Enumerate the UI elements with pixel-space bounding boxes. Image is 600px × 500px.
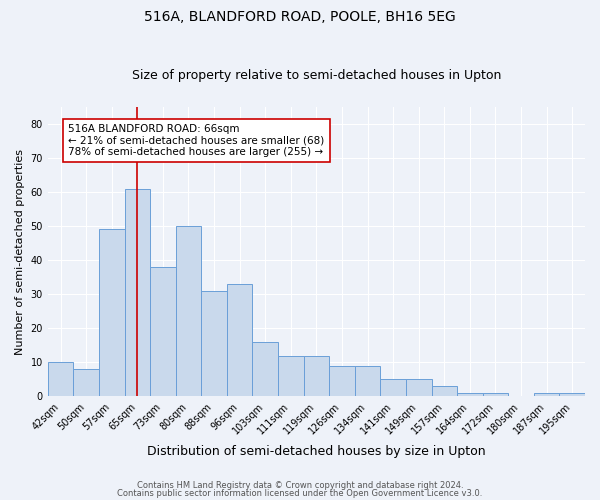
Text: Contains public sector information licensed under the Open Government Licence v3: Contains public sector information licen…: [118, 488, 482, 498]
Bar: [329, 366, 355, 396]
Text: Contains HM Land Registry data © Crown copyright and database right 2024.: Contains HM Land Registry data © Crown c…: [137, 481, 463, 490]
Bar: [48, 362, 73, 396]
Y-axis label: Number of semi-detached properties: Number of semi-detached properties: [15, 148, 25, 354]
Bar: [125, 188, 150, 396]
Bar: [99, 230, 125, 396]
Bar: [482, 393, 508, 396]
Bar: [150, 267, 176, 396]
Bar: [457, 393, 482, 396]
Bar: [431, 386, 457, 396]
Bar: [253, 342, 278, 396]
Bar: [406, 380, 431, 396]
Bar: [380, 380, 406, 396]
Bar: [355, 366, 380, 396]
Title: Size of property relative to semi-detached houses in Upton: Size of property relative to semi-detach…: [132, 69, 501, 82]
Bar: [176, 226, 201, 396]
Bar: [73, 369, 99, 396]
Bar: [534, 393, 559, 396]
Bar: [201, 291, 227, 397]
X-axis label: Distribution of semi-detached houses by size in Upton: Distribution of semi-detached houses by …: [147, 444, 486, 458]
Text: 516A BLANDFORD ROAD: 66sqm
← 21% of semi-detached houses are smaller (68)
78% of: 516A BLANDFORD ROAD: 66sqm ← 21% of semi…: [68, 124, 325, 157]
Text: 516A, BLANDFORD ROAD, POOLE, BH16 5EG: 516A, BLANDFORD ROAD, POOLE, BH16 5EG: [144, 10, 456, 24]
Bar: [559, 393, 585, 396]
Bar: [278, 356, 304, 397]
Bar: [304, 356, 329, 397]
Bar: [227, 284, 253, 397]
